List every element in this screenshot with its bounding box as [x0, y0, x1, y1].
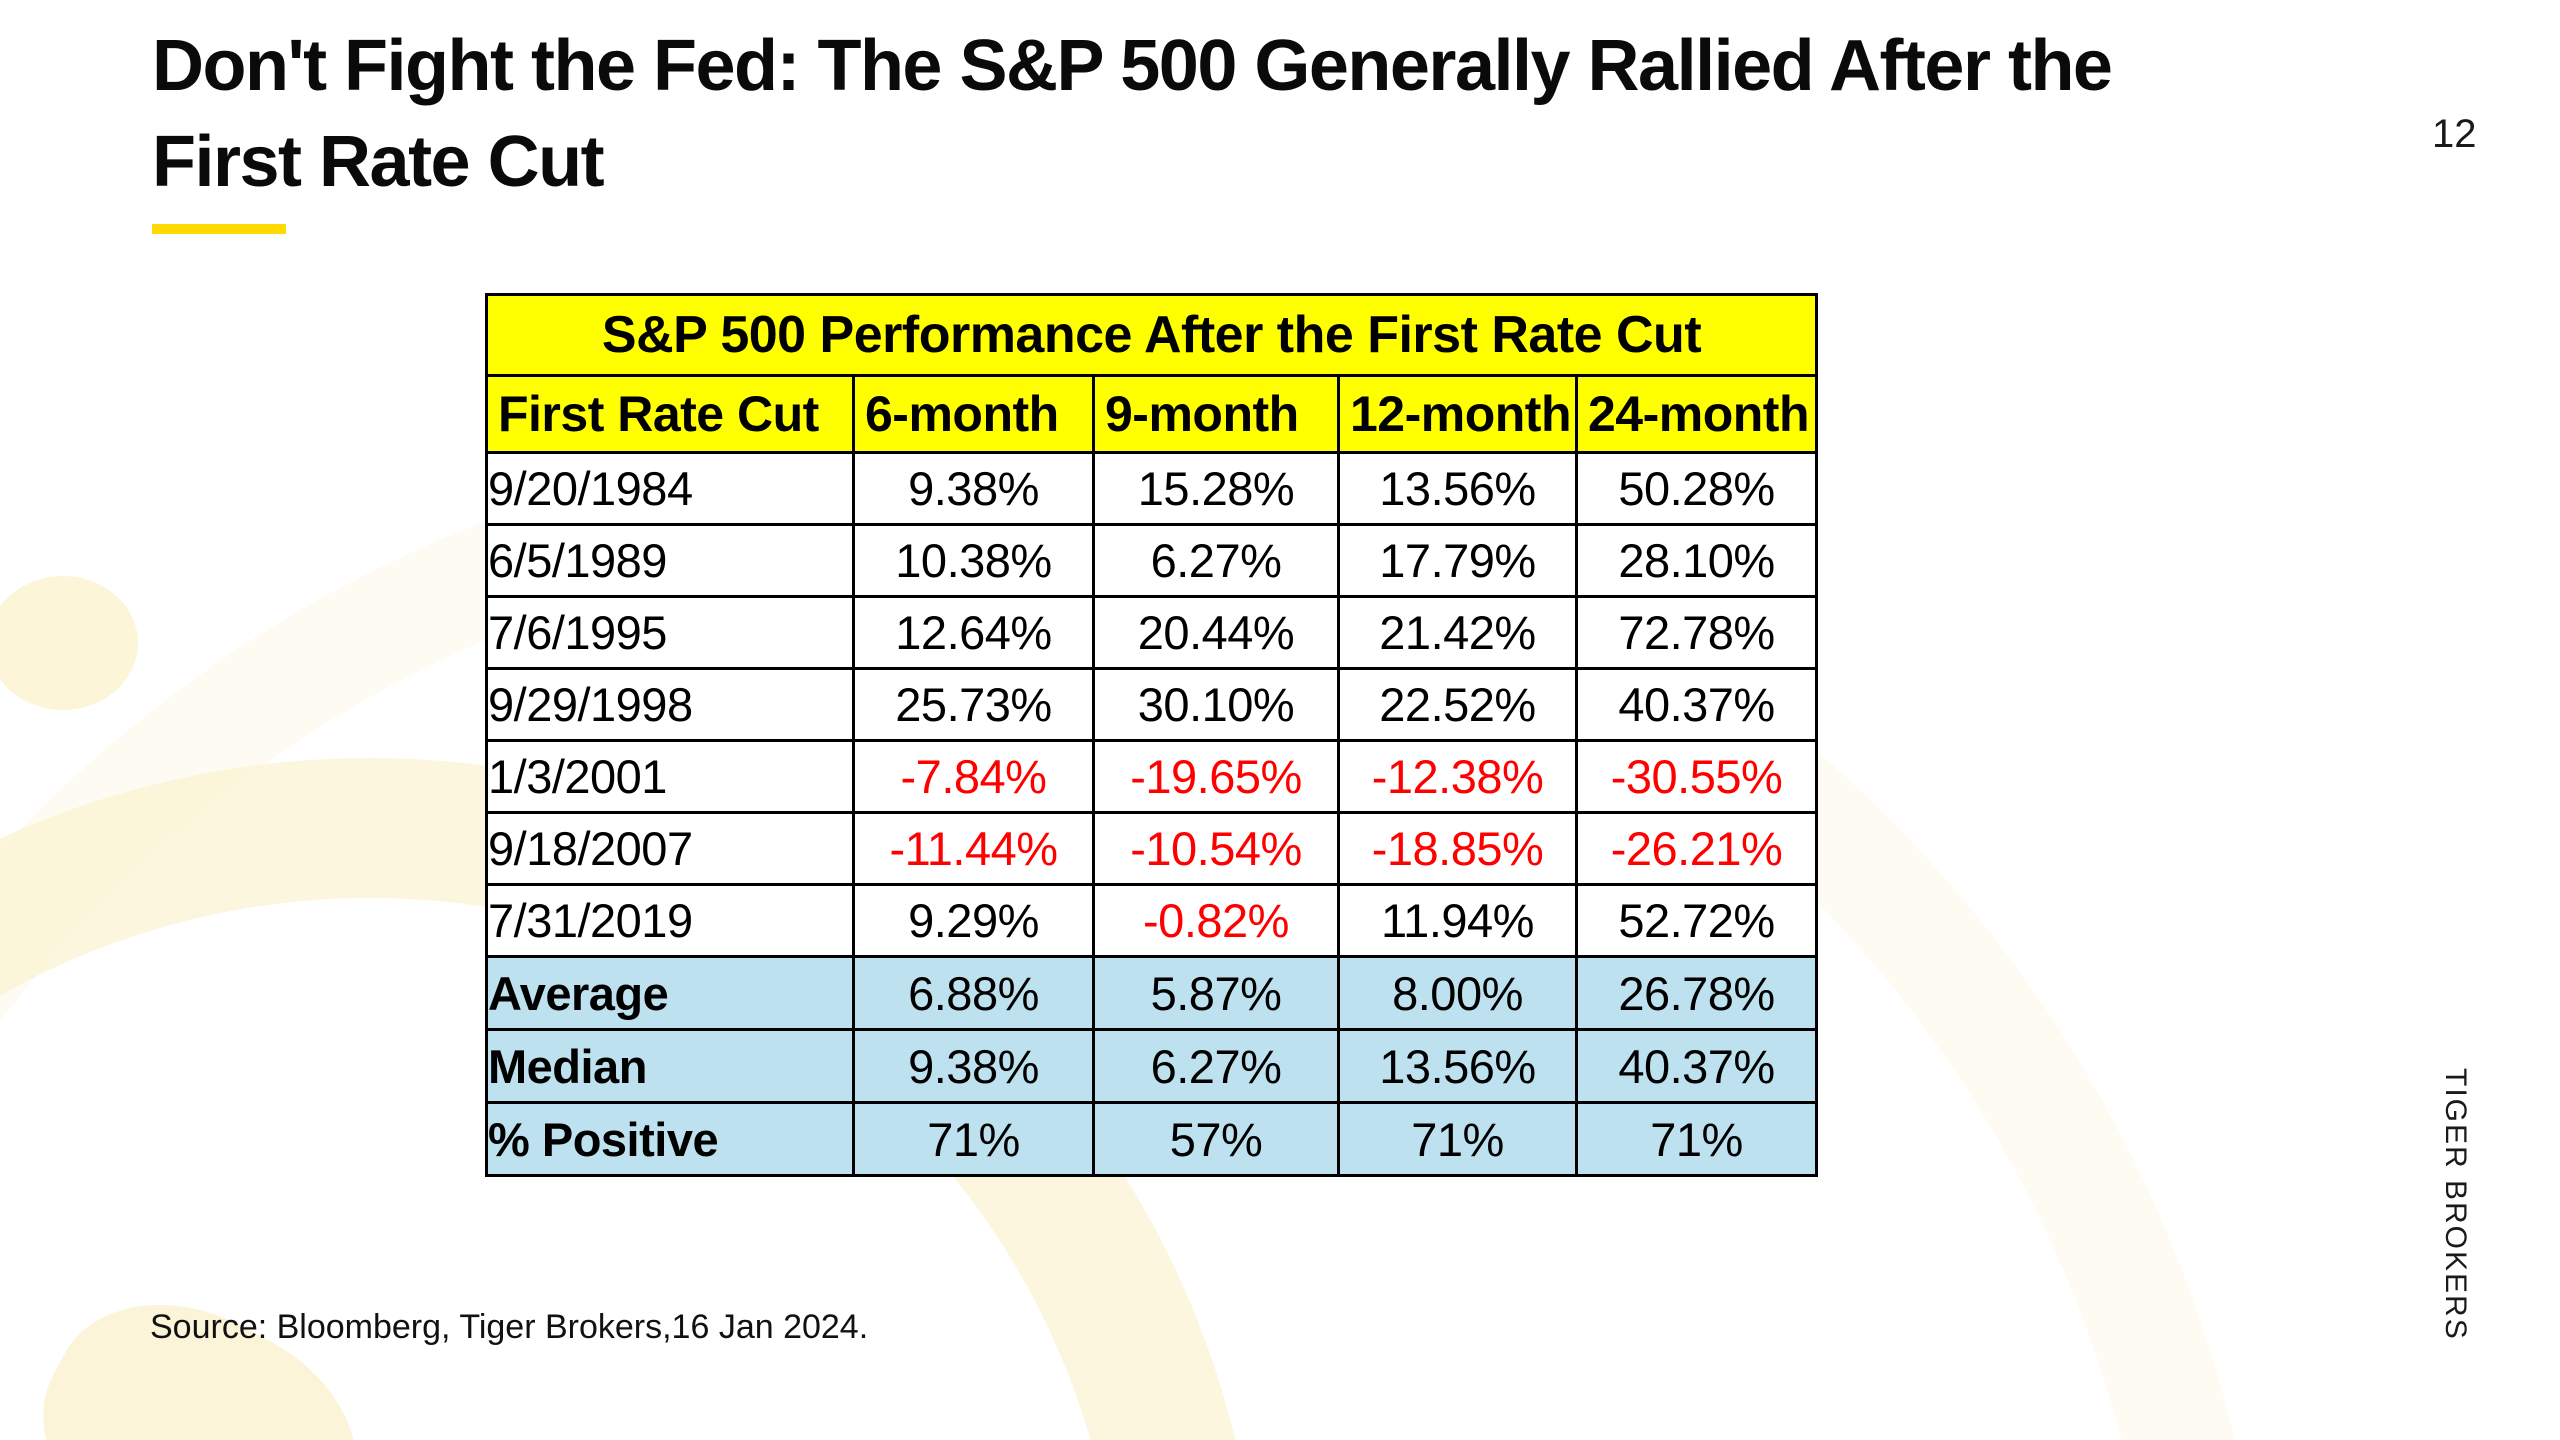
cell-value: 5.87%	[1092, 955, 1340, 1031]
cell-date: 6/5/1989	[485, 523, 855, 598]
cell-value: 15.28%	[1092, 451, 1340, 526]
table-row: 9/29/1998 25.73% 30.10% 22.52% 40.37%	[485, 667, 1819, 742]
slide-title-line-2: First Rate Cut	[152, 122, 605, 202]
cell-value: 9.38%	[852, 451, 1095, 526]
table-row: 9/20/1984 9.38% 15.28% 13.56% 50.28%	[485, 451, 1819, 526]
cell-value: 22.52%	[1337, 667, 1578, 742]
cell-value: 21.42%	[1337, 595, 1578, 670]
cell-value: 9.38%	[852, 1028, 1095, 1104]
cell-value: -26.21%	[1574, 811, 1819, 886]
table-title: S&P 500 Performance After the First Rate…	[484, 293, 1819, 377]
cell-value: 8.00%	[1337, 955, 1578, 1031]
cell-date: 9/18/2007	[485, 811, 855, 886]
cell-date: 1/3/2001	[485, 739, 855, 814]
summary-label: % Positive	[485, 1101, 855, 1177]
cell-value: 71%	[1337, 1101, 1578, 1177]
cell-value: 13.56%	[1337, 1028, 1578, 1104]
table-row: 7/6/1995 12.64% 20.44% 21.42% 72.78%	[485, 595, 1819, 670]
cell-value: -7.84%	[852, 739, 1095, 814]
cell-value: 10.38%	[852, 523, 1095, 598]
source-note: Source: Bloomberg, Tiger Brokers,16 Jan …	[150, 1308, 869, 1346]
table-summary-row-pct-positive: % Positive 71% 57% 71% 71%	[485, 1101, 1819, 1177]
column-header-first-rate-cut: First Rate Cut	[485, 374, 855, 454]
summary-label: Median	[485, 1028, 855, 1104]
cell-value: 52.72%	[1574, 883, 1819, 958]
cell-value: 20.44%	[1092, 595, 1340, 670]
title-accent-underline	[152, 224, 286, 234]
table-row: 7/31/2019 9.29% -0.82% 11.94% 52.72%	[485, 883, 1819, 958]
table-header-row: First Rate Cut 6-month 9-month 12-month …	[485, 374, 1819, 454]
cell-value: 17.79%	[1337, 523, 1578, 598]
table-summary-row-median: Median 9.38% 6.27% 13.56% 40.37%	[485, 1028, 1819, 1104]
cell-value: 72.78%	[1574, 595, 1819, 670]
summary-label: Average	[485, 955, 855, 1031]
cell-value: 28.10%	[1574, 523, 1819, 598]
table-summary-row-average: Average 6.88% 5.87% 8.00% 26.78%	[485, 955, 1819, 1031]
column-header-24-month: 24-month	[1574, 374, 1819, 454]
cell-value: -11.44%	[852, 811, 1095, 886]
cell-value: 13.56%	[1337, 451, 1578, 526]
cell-value: 25.73%	[852, 667, 1095, 742]
column-header-12-month: 12-month	[1337, 374, 1578, 454]
cell-value: 71%	[852, 1101, 1095, 1177]
cell-value: 6.27%	[1092, 1028, 1340, 1104]
cell-value: -12.38%	[1337, 739, 1578, 814]
table-row: 1/3/2001 -7.84% -19.65% -12.38% -30.55%	[485, 739, 1819, 814]
performance-table: S&P 500 Performance After the First Rate…	[484, 293, 1819, 1177]
cell-value: 30.10%	[1092, 667, 1340, 742]
cell-value: -18.85%	[1337, 811, 1578, 886]
cell-date: 9/29/1998	[485, 667, 855, 742]
bg-circle-small	[0, 576, 138, 710]
brand-vertical-text: TIGER BROKERS	[2439, 1068, 2472, 1341]
slide-title: Don't Fight the Fed: The S&P 500 General…	[152, 18, 2113, 210]
cell-value: 71%	[1574, 1101, 1819, 1177]
cell-value: 57%	[1092, 1101, 1340, 1177]
cell-date: 9/20/1984	[485, 451, 855, 526]
cell-value: 50.28%	[1574, 451, 1819, 526]
cell-value: 26.78%	[1574, 955, 1819, 1031]
cell-value: 6.27%	[1092, 523, 1340, 598]
cell-value: 40.37%	[1574, 1028, 1819, 1104]
page-number: 12	[2432, 112, 2477, 156]
cell-date: 7/31/2019	[485, 883, 855, 958]
table-row: 9/18/2007 -11.44% -10.54% -18.85% -26.21…	[485, 811, 1819, 886]
cell-value: 40.37%	[1574, 667, 1819, 742]
cell-date: 7/6/1995	[485, 595, 855, 670]
cell-value: -30.55%	[1574, 739, 1819, 814]
table-title-row: S&P 500 Performance After the First Rate…	[484, 293, 1819, 377]
table-row: 6/5/1989 10.38% 6.27% 17.79% 28.10%	[485, 523, 1819, 598]
cell-value: 9.29%	[852, 883, 1095, 958]
cell-value: 11.94%	[1337, 883, 1578, 958]
bg-corner-wedge	[2, 1258, 398, 1440]
cell-value: -19.65%	[1092, 739, 1340, 814]
cell-value: -0.82%	[1092, 883, 1340, 958]
slide-title-line-1: Don't Fight the Fed: The S&P 500 General…	[152, 26, 2113, 106]
column-header-9-month: 9-month	[1092, 374, 1340, 454]
cell-value: 12.64%	[852, 595, 1095, 670]
column-header-6-month: 6-month	[852, 374, 1095, 454]
cell-value: 6.88%	[852, 955, 1095, 1031]
cell-value: -10.54%	[1092, 811, 1340, 886]
